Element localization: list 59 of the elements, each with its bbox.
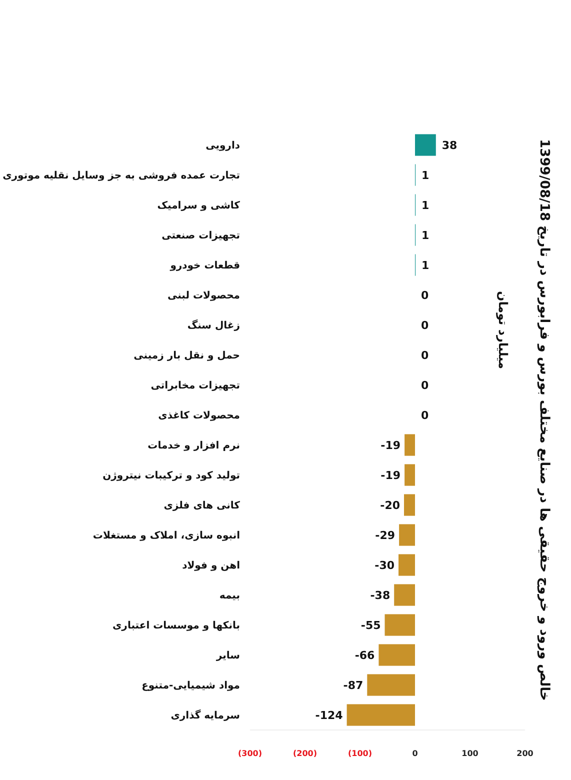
y-tick-label: سرمایه گذاری xyxy=(170,708,240,722)
data-label: -20 xyxy=(380,498,400,512)
x-tick-label: (200) xyxy=(292,749,318,758)
y-tick-label: سایر xyxy=(215,650,240,662)
data-label: 1 xyxy=(422,168,430,182)
data-label: 1 xyxy=(422,198,430,212)
text: خالص ورود و خروج حقیقی ها در صنایع مختلف بورس و فرابورس در تاریخ 1399/08/18 xyxy=(536,139,552,701)
x-tick-label: (100) xyxy=(348,749,372,758)
y-tick-label: نرم افزار و خدمات xyxy=(148,440,240,452)
data-label: -19 xyxy=(380,468,401,482)
data-label: 38 xyxy=(442,138,458,152)
data-label: -19 xyxy=(380,438,401,452)
y-tick-label: کانی های فلزی xyxy=(164,500,240,512)
y-tick-label: تجهیزات مخابراتی xyxy=(150,380,240,392)
y-tick-label: تجهیزات صنعتی xyxy=(162,230,240,242)
y-tick-label: حمل و نقل بار زمینی xyxy=(134,350,240,362)
x-tick-label: 0 xyxy=(412,749,418,758)
y-tick-label: مواد شیمیایی-متنوع xyxy=(142,680,240,692)
bar xyxy=(378,644,415,666)
text: میلیارد تومان xyxy=(496,290,510,370)
bar xyxy=(346,704,415,726)
x-tick-label: 200 xyxy=(516,749,534,758)
data-label: -66 xyxy=(354,648,376,662)
bar xyxy=(367,674,415,696)
x-tick-label: (300) xyxy=(238,749,262,758)
y-tick-label: کاشی و سرامیک xyxy=(157,200,240,212)
bar xyxy=(399,524,415,546)
data-label: 0 xyxy=(421,318,429,332)
y-tick-label: محصولات لبنی xyxy=(167,290,240,302)
data-label: -55 xyxy=(360,618,381,632)
y-tick-label: انبوه سازی، املاک و مستغلات xyxy=(92,530,240,542)
data-label: -124 xyxy=(315,708,344,722)
data-label: 0 xyxy=(421,288,429,302)
data-label: 0 xyxy=(421,348,429,362)
data-label: -29 xyxy=(375,528,396,542)
y-tick-label: محصولات کاغذی xyxy=(158,410,240,422)
bar xyxy=(404,464,415,486)
data-label: -87 xyxy=(343,678,364,692)
bar xyxy=(404,434,415,456)
y-tick-label: تجارت عمده فروشی به جز وسایل نقلیه موتوری xyxy=(2,170,240,182)
data-label: 0 xyxy=(421,408,429,422)
y-tick-label: دارویی xyxy=(206,140,240,152)
data-label: 0 xyxy=(421,378,429,392)
y-tick-label: قطعات خودرو xyxy=(169,260,240,272)
y-tick-label: زغال سنگ xyxy=(187,318,240,332)
bar xyxy=(384,614,415,636)
y-tick-label: بیمه xyxy=(219,590,240,602)
x-tick-label: 100 xyxy=(462,749,479,758)
y-tick-label: تولید کود و ترکیبات نیتروژن xyxy=(102,470,240,482)
bar xyxy=(394,584,415,606)
y-tick-label: اهن و فولاد xyxy=(182,560,240,572)
y-tick-label: بانکها و موسسات اعتباری xyxy=(112,620,240,632)
data-label: 1 xyxy=(422,228,430,242)
bar xyxy=(415,134,436,156)
data-label: -30 xyxy=(374,558,395,572)
data-label: -38 xyxy=(370,588,390,602)
bar xyxy=(398,554,415,576)
data-label: 1 xyxy=(422,258,430,272)
bar xyxy=(404,494,415,516)
